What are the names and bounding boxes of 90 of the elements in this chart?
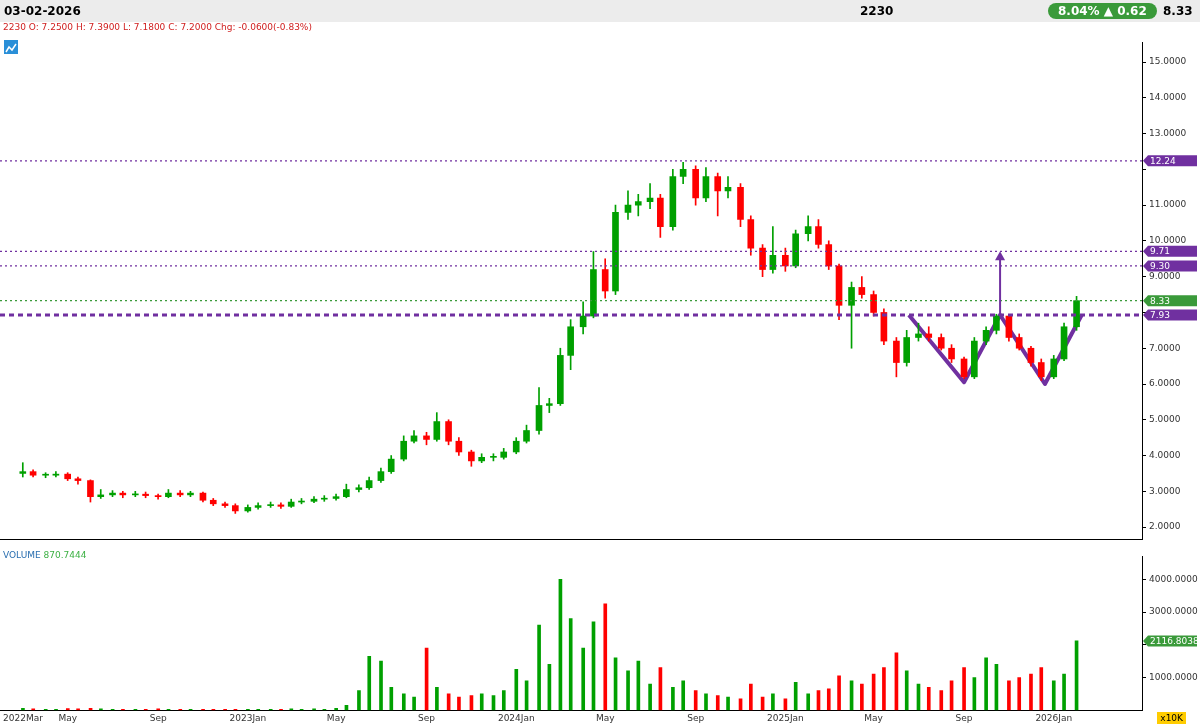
- x-tick-label: Sep: [149, 712, 167, 723]
- bar: [537, 624, 541, 711]
- text: 8.33: [1163, 4, 1193, 18]
- bar: [1007, 680, 1011, 711]
- candlestick: [320, 495, 328, 502]
- ref-line-label: 12.24: [1150, 155, 1177, 166]
- bar: [882, 667, 886, 711]
- y-tick-label: 11.0000: [1149, 199, 1187, 210]
- y-tick-label: 2.0000: [1149, 521, 1181, 532]
- x-tick-label: Sep: [955, 712, 973, 723]
- y-tick-label: 4.0000: [1149, 449, 1181, 460]
- y-tick-label: 10.0000: [1149, 235, 1187, 246]
- bar: [726, 696, 730, 711]
- bar: [671, 686, 675, 711]
- x-tick-label: 2023Jan: [229, 712, 267, 723]
- bar: [1017, 677, 1022, 711]
- x-tick-label: Sep: [687, 712, 705, 723]
- bar: [334, 707, 338, 711]
- y-tick-label: 15.0000: [1149, 56, 1187, 67]
- bar: [704, 693, 708, 711]
- ref-line-label: 8.33: [1150, 295, 1171, 306]
- bar: [401, 693, 406, 711]
- bar: [939, 690, 944, 711]
- bar: [681, 680, 686, 711]
- bar: [412, 696, 416, 711]
- bar: [367, 655, 372, 711]
- text: 03-02-2026: [4, 4, 81, 18]
- bar: [357, 690, 361, 711]
- x-tick-label: May: [326, 712, 347, 723]
- bar: [389, 686, 394, 711]
- bar: [749, 683, 753, 711]
- bar: [693, 690, 698, 711]
- chart-subtitle: 2230 O: 7.2500 H: 7.3900 L: 7.1800 C: 7.2000 Chg: -0.0600(-0.83%): [2, 22, 313, 34]
- x-tick-label: 2024Jan: [497, 712, 535, 723]
- bar: [568, 618, 573, 711]
- x-tick-label: May: [864, 712, 884, 723]
- y-tick-label: 1000.0000: [1149, 671, 1198, 682]
- bar: [648, 683, 652, 711]
- y-tick-label: 9.0000: [1149, 271, 1181, 282]
- ref-line-label: 7.93: [1150, 309, 1171, 320]
- bar: [581, 647, 586, 711]
- candlestick: [19, 462, 27, 478]
- ref-line-label: 9.71: [1150, 246, 1171, 257]
- text: 8.04% ▲ 0.62: [1048, 3, 1157, 19]
- bar: [826, 688, 831, 711]
- y-tick-label: 14.0000: [1149, 92, 1187, 103]
- y-tick-label: 3000.0000: [1149, 606, 1198, 617]
- bar: [904, 670, 909, 711]
- bar: [715, 695, 720, 711]
- bar: [435, 686, 439, 711]
- y-tick-label: 3.0000: [1149, 485, 1181, 496]
- y-tick-label: 6.0000: [1149, 378, 1181, 389]
- bar: [501, 690, 506, 711]
- bar: [962, 667, 966, 711]
- x-tick-label: 2025Jan: [767, 712, 804, 723]
- bar: [837, 675, 841, 711]
- y-tick-label: 5.0000: [1149, 414, 1181, 425]
- bar: [1051, 680, 1056, 711]
- x-tick-label: May: [58, 712, 78, 723]
- bar: [21, 707, 25, 711]
- text: 2116.8038: [1150, 635, 1199, 646]
- bar: [926, 686, 931, 711]
- bar: [479, 693, 484, 711]
- candlestick: [545, 397, 553, 413]
- bar: [984, 657, 988, 711]
- bar: [514, 668, 519, 711]
- bar: [1039, 667, 1044, 711]
- annotation: 870.7444: [43, 550, 87, 560]
- bar: [771, 693, 775, 711]
- x-tick-label: Sep: [418, 712, 436, 723]
- y-tick-label: 4000.0000: [1149, 573, 1198, 584]
- text: 2230: [860, 4, 894, 18]
- x-tick-label: 2022Mar: [3, 712, 44, 723]
- bar: [626, 670, 630, 711]
- ref-line-label: 9.30: [1150, 260, 1171, 271]
- bar: [793, 682, 798, 711]
- y-tick-label: 13.0000: [1149, 127, 1187, 138]
- bar: [860, 683, 864, 711]
- bar: [806, 693, 811, 711]
- bar: [65, 708, 70, 711]
- bar: [379, 660, 383, 711]
- x-tick-label: May: [595, 712, 616, 723]
- y-axis-title: x10K: [1157, 712, 1186, 724]
- y-tick-label: 7.0000: [1149, 342, 1181, 353]
- bar: [603, 603, 608, 711]
- bar: [1029, 673, 1033, 711]
- x-tick-label: 2026Jan: [1035, 712, 1073, 723]
- bar: [457, 696, 461, 711]
- chart-title: VOLUME: [3, 550, 41, 560]
- bar: [1062, 673, 1066, 711]
